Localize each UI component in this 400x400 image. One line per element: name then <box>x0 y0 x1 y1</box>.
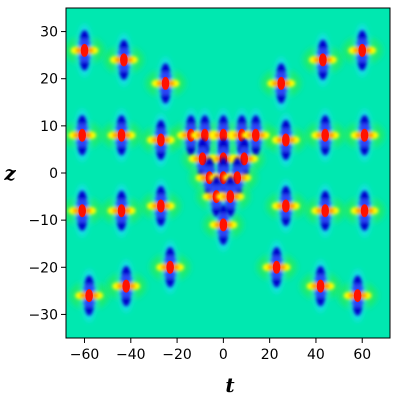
y-tick-label: 20 <box>40 72 58 88</box>
peak-mark <box>308 39 337 80</box>
peak-mark <box>151 63 180 104</box>
peak-mark <box>350 115 379 156</box>
peak-mark <box>216 176 245 217</box>
peak-marks <box>68 30 379 316</box>
y-tick-label: −10 <box>28 213 58 229</box>
peak-mark <box>267 63 296 104</box>
peak-mark <box>262 247 291 288</box>
peak-mark <box>271 120 300 160</box>
x-tick-label: −20 <box>162 347 192 363</box>
peak-mark <box>146 120 175 160</box>
peak-mark <box>107 190 136 231</box>
y-tick-label: −20 <box>28 260 58 276</box>
x-tick-label: 60 <box>353 347 371 363</box>
y-axis-title: z <box>3 161 16 185</box>
peak-mark <box>311 115 340 156</box>
x-axis: −60 −40 −20 0 20 40 60 <box>70 338 371 363</box>
peak-mark <box>311 190 340 231</box>
y-tick-label: −30 <box>28 307 58 323</box>
peak-mark <box>109 39 138 80</box>
y-tick-label: 0 <box>49 166 58 182</box>
peak-mark <box>271 186 300 226</box>
peak-mark <box>209 204 238 245</box>
peak-mark <box>156 247 185 288</box>
peak-mark <box>68 190 97 231</box>
x-tick-label: −40 <box>116 347 146 363</box>
peak-mark <box>348 30 377 71</box>
peak-mark <box>107 115 136 156</box>
peak-mark <box>350 190 379 231</box>
y-tick-label: 30 <box>40 25 58 41</box>
peak-mark <box>70 30 99 71</box>
peak-mark <box>146 186 175 226</box>
x-tick-label: −60 <box>70 347 100 363</box>
x-tick-label: 0 <box>219 347 228 363</box>
peak-mark <box>223 157 252 198</box>
peak-mark <box>241 115 270 156</box>
x-axis-title: t <box>225 373 235 397</box>
peak-mark <box>75 275 104 316</box>
peak-mark <box>68 115 97 156</box>
peak-mark <box>112 266 141 307</box>
peak-mark <box>343 275 372 316</box>
y-tick-label: 10 <box>40 119 58 135</box>
peak-mark <box>306 266 335 307</box>
x-tick-label: 40 <box>307 347 325 363</box>
y-axis: −30 −20 −10 0 10 20 30 <box>28 25 66 323</box>
x-tick-label: 20 <box>261 347 279 363</box>
plot-area <box>66 8 390 338</box>
